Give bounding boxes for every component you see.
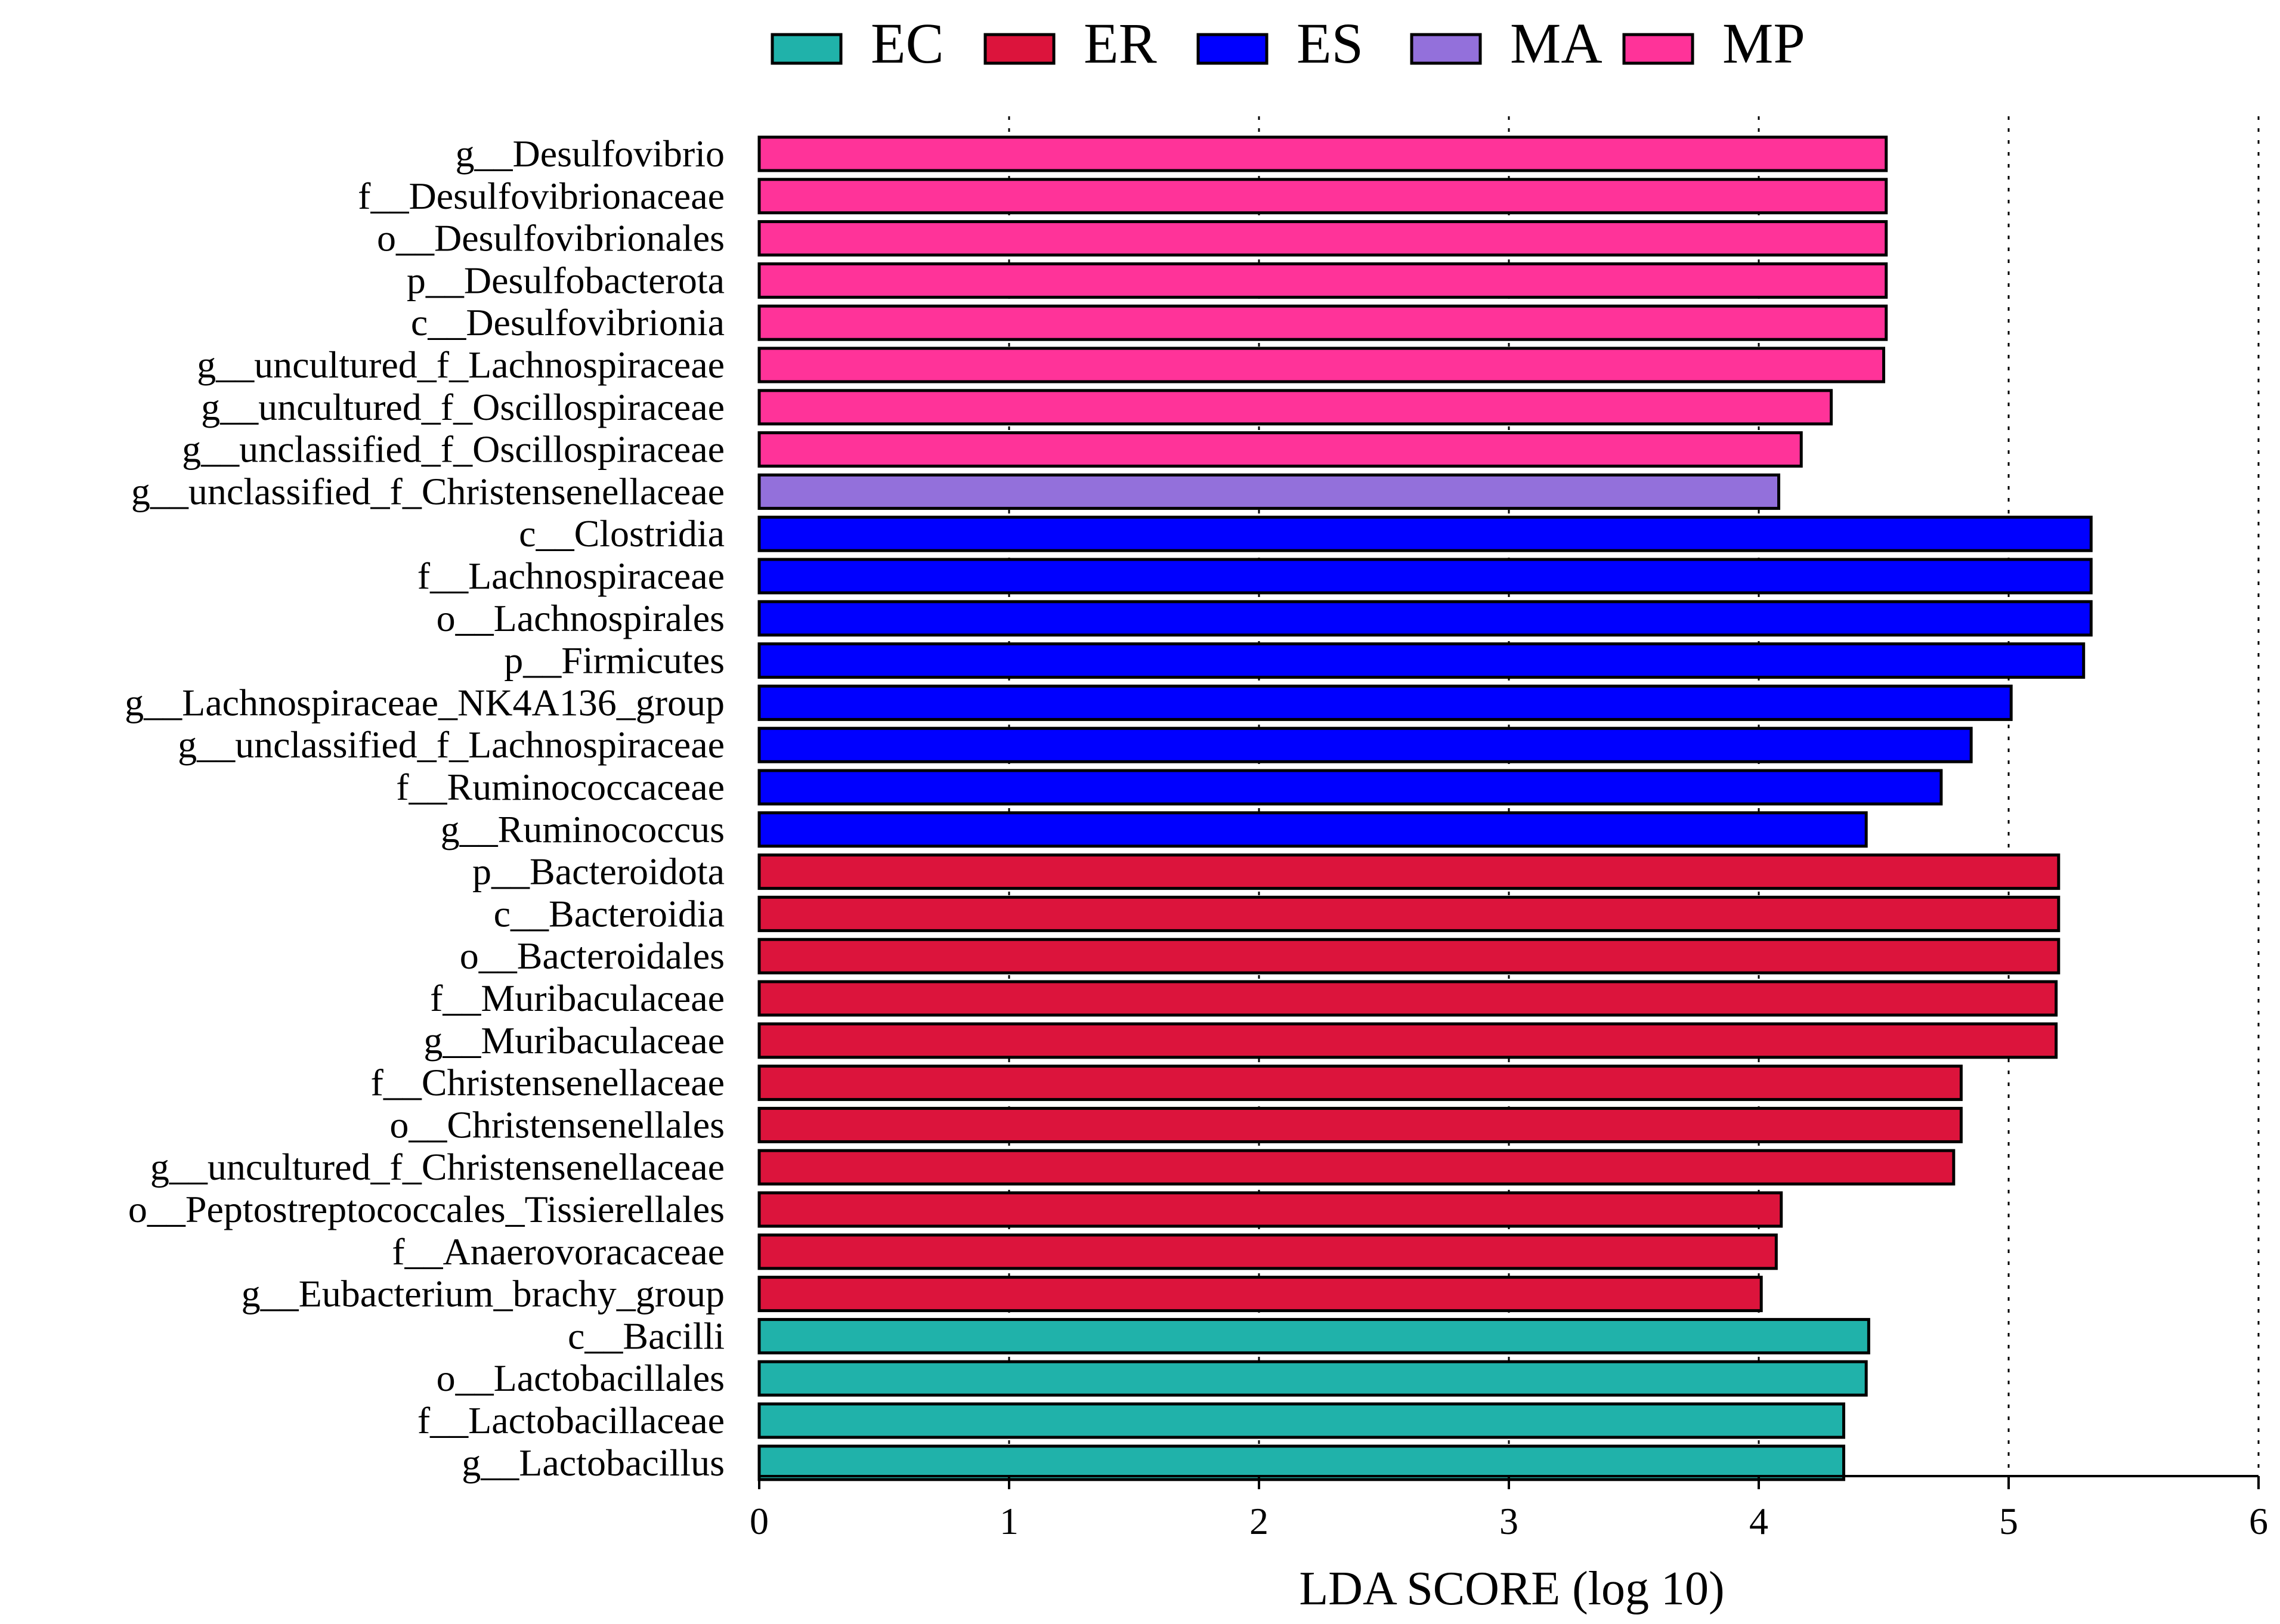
bar-g-desulfovibrio bbox=[757, 135, 1888, 172]
x-tick-label-2: 2 bbox=[1249, 1500, 1269, 1542]
legend-swatch-mp bbox=[1622, 33, 1694, 65]
bar-c-bacteroidia bbox=[757, 895, 2061, 932]
bar-g-muribaculaceae bbox=[757, 1022, 2058, 1059]
label-p-bacteroidota: p__Bacteroidota bbox=[472, 850, 725, 893]
bar-o-christensenellales bbox=[757, 1106, 1963, 1143]
bar-g-unclassified-f-christensenellaceae bbox=[757, 473, 1781, 510]
legend-label-mp: MP bbox=[1722, 11, 1805, 75]
bar-o-lactobacillales bbox=[757, 1360, 1868, 1397]
label-o-desulfovibrionales: o__Desulfovibrionales bbox=[377, 217, 725, 259]
bar-o-desulfovibrionales bbox=[757, 220, 1888, 257]
label-g-lactobacillus: g__Lactobacillus bbox=[462, 1442, 725, 1484]
bars bbox=[757, 135, 2093, 1481]
label-f-desulfovibrionaceae: f__Desulfovibrionaceae bbox=[358, 175, 725, 217]
x-tick-label-1: 1 bbox=[1000, 1500, 1019, 1542]
legend-swatch-ma bbox=[1410, 33, 1482, 65]
x-tick-label-0: 0 bbox=[750, 1500, 769, 1542]
label-g-eubacterium-brachy-group: g__Eubacterium_brachy_group bbox=[242, 1273, 725, 1315]
bar-g-lactobacillus bbox=[757, 1444, 1845, 1481]
bar-f-ruminococcaceae bbox=[757, 769, 1943, 806]
bar-o-lachnospirales bbox=[757, 600, 2093, 637]
legend-label-ma: MA bbox=[1510, 11, 1603, 75]
x-axis-title: LDA SCORE (log 10) bbox=[1299, 1563, 1724, 1615]
bar-o-peptostreptococcales-tissierellales bbox=[757, 1191, 1783, 1228]
label-o-bacteroidales: o__Bacteroidales bbox=[460, 935, 725, 977]
label-o-lachnospirales: o__Lachnospirales bbox=[437, 597, 725, 639]
legend-swatch-er bbox=[983, 33, 1056, 65]
legend: EC ER ES MA MP bbox=[771, 11, 1805, 75]
legend-swatch-ec bbox=[771, 33, 843, 65]
bar-g-unclassified-f-oscillospiraceae bbox=[757, 431, 1803, 468]
bar-c-bacilli bbox=[757, 1317, 1870, 1354]
label-c-bacilli: c__Bacilli bbox=[568, 1314, 725, 1357]
bar-p-firmicutes bbox=[757, 642, 2086, 679]
bar-f-desulfovibrionaceae bbox=[757, 178, 1888, 215]
label-f-muribaculaceae: f__Muribaculaceae bbox=[430, 977, 725, 1019]
bar-p-bacteroidota bbox=[757, 853, 2061, 890]
legend-swatch-es bbox=[1196, 33, 1269, 65]
x-tick-label-3: 3 bbox=[1499, 1500, 1518, 1542]
bar-g-uncultured-f-oscillospiraceae bbox=[757, 389, 1833, 426]
label-g-uncultured-f-christensenellaceae: g__uncultured_f_Christensenellaceae bbox=[150, 1146, 725, 1188]
label-g-muribaculaceae: g__Muribaculaceae bbox=[423, 1019, 725, 1062]
x-tick-label-4: 4 bbox=[1749, 1500, 1768, 1542]
legend-label-er: ER bbox=[1084, 11, 1157, 75]
label-g-uncultured-f-lachnospiraceae: g__uncultured_f_Lachnospiraceae bbox=[197, 344, 725, 386]
bar-c-clostridia bbox=[757, 515, 2093, 552]
x-tick-label-5: 5 bbox=[1999, 1500, 2018, 1542]
bar-g-lachnospiraceae-nk4a136-group bbox=[757, 684, 2013, 721]
label-g-unclassified-f-christensenellaceae: g__unclassified_f_Christensenellaceae bbox=[131, 470, 725, 512]
legend-label-ec: EC bbox=[871, 11, 944, 75]
label-g-ruminococcus: g__Ruminococcus bbox=[441, 808, 725, 850]
label-g-lachnospiraceae-nk4a136-group: g__Lachnospiraceae_NK4A136_group bbox=[125, 681, 725, 723]
bar-g-unclassified-f-lachnospiraceae bbox=[757, 726, 1973, 763]
label-c-clostridia: c__Clostridia bbox=[519, 512, 725, 555]
bar-g-ruminococcus bbox=[757, 811, 1868, 848]
bar-g-eubacterium-brachy-group bbox=[757, 1276, 1763, 1313]
label-g-desulfovibrio: g__Desulfovibrio bbox=[456, 132, 725, 175]
bar-g-uncultured-f-lachnospiraceae bbox=[757, 347, 1885, 383]
legend-label-es: ES bbox=[1297, 11, 1363, 75]
label-g-unclassified-f-lachnospiraceae: g__unclassified_f_Lachnospiraceae bbox=[178, 723, 725, 766]
x-tick-label-6: 6 bbox=[2249, 1500, 2268, 1542]
label-g-unclassified-f-oscillospiraceae: g__unclassified_f_Oscillospiraceae bbox=[182, 428, 725, 471]
label-f-lachnospiraceae: f__Lachnospiraceae bbox=[417, 555, 725, 597]
label-o-lactobacillales: o__Lactobacillales bbox=[437, 1357, 725, 1399]
bar-f-christensenellaceae bbox=[757, 1065, 1963, 1102]
label-c-bacteroidia: c__Bacteroidia bbox=[494, 892, 725, 935]
bar-p-desulfobacterota bbox=[757, 262, 1888, 299]
bar-f-lachnospiraceae bbox=[757, 558, 2093, 595]
label-f-ruminococcaceae: f__Ruminococcaceae bbox=[396, 766, 725, 808]
label-p-desulfobacterota: p__Desulfobacterota bbox=[407, 259, 725, 301]
label-p-firmicutes: p__Firmicutes bbox=[504, 639, 725, 682]
category-labels: g__Desulfovibriof__Desulfovibrionaceaeo_… bbox=[125, 132, 725, 1484]
label-f-lactobacillaceae: f__Lactobacillaceae bbox=[417, 1399, 725, 1442]
x-axis: 0 1 2 3 4 5 6 bbox=[750, 1475, 2268, 1542]
label-o-peptostreptococcales-tissierellales: o__Peptostreptococcales_Tissierellales bbox=[128, 1188, 725, 1230]
bar-f-anaerovoracaceae bbox=[757, 1233, 1778, 1270]
bar-c-desulfovibrionia bbox=[757, 304, 1888, 341]
label-f-christensenellaceae: f__Christensenellaceae bbox=[371, 1062, 725, 1104]
label-g-uncultured-f-oscillospiraceae: g__uncultured_f_Oscillospiraceae bbox=[201, 386, 725, 428]
bar-g-uncultured-f-christensenellaceae bbox=[757, 1149, 1956, 1186]
label-f-anaerovoracaceae: f__Anaerovoracaceae bbox=[392, 1230, 725, 1273]
bar-f-muribaculaceae bbox=[757, 980, 2058, 1017]
label-c-desulfovibrionia: c__Desulfovibrionia bbox=[411, 301, 725, 344]
bar-o-bacteroidales bbox=[757, 938, 2061, 975]
bar-f-lactobacillaceae bbox=[757, 1402, 1845, 1439]
label-o-christensenellales: o__Christensenellales bbox=[389, 1103, 725, 1146]
